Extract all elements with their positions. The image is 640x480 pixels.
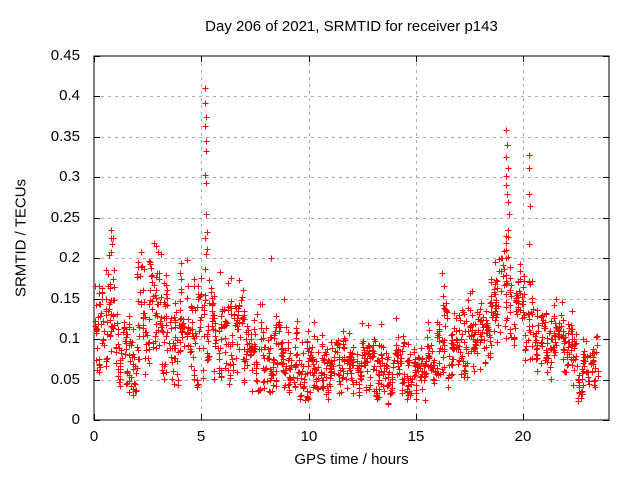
- y-tick-label: 0.15: [50, 290, 80, 307]
- y-tick-label: 0.3: [59, 168, 80, 185]
- y-tick-label: 0.2: [59, 249, 80, 266]
- x-tick-label: 10: [300, 428, 318, 445]
- grid-lines: [94, 56, 609, 420]
- x-tick-label: 15: [407, 428, 425, 445]
- y-tick-label: 0.4: [59, 87, 80, 104]
- x-tick-label: 0: [89, 428, 99, 445]
- x-axis-label: GPS time / hours: [294, 451, 409, 468]
- y-tick-label: 0.35: [50, 128, 80, 145]
- plot-border: [93, 55, 610, 421]
- y-tick-label: 0: [71, 411, 80, 428]
- y-tick-label: 0.45: [50, 47, 80, 64]
- y-tick-label: 0.1: [59, 330, 80, 347]
- y-tick-label: 0.05: [50, 371, 80, 388]
- x-tick-label: 5: [196, 428, 206, 445]
- y-tick-label: 0.25: [50, 209, 80, 226]
- y-axis-label-text: SRMTID / TECUs: [12, 178, 30, 298]
- scatter-points: [92, 85, 602, 408]
- axis-ticks: [94, 56, 609, 421]
- chart-title: Day 206 of 2021, SRMTID for receiver p14…: [205, 18, 498, 35]
- x-tick-label: 20: [514, 428, 532, 445]
